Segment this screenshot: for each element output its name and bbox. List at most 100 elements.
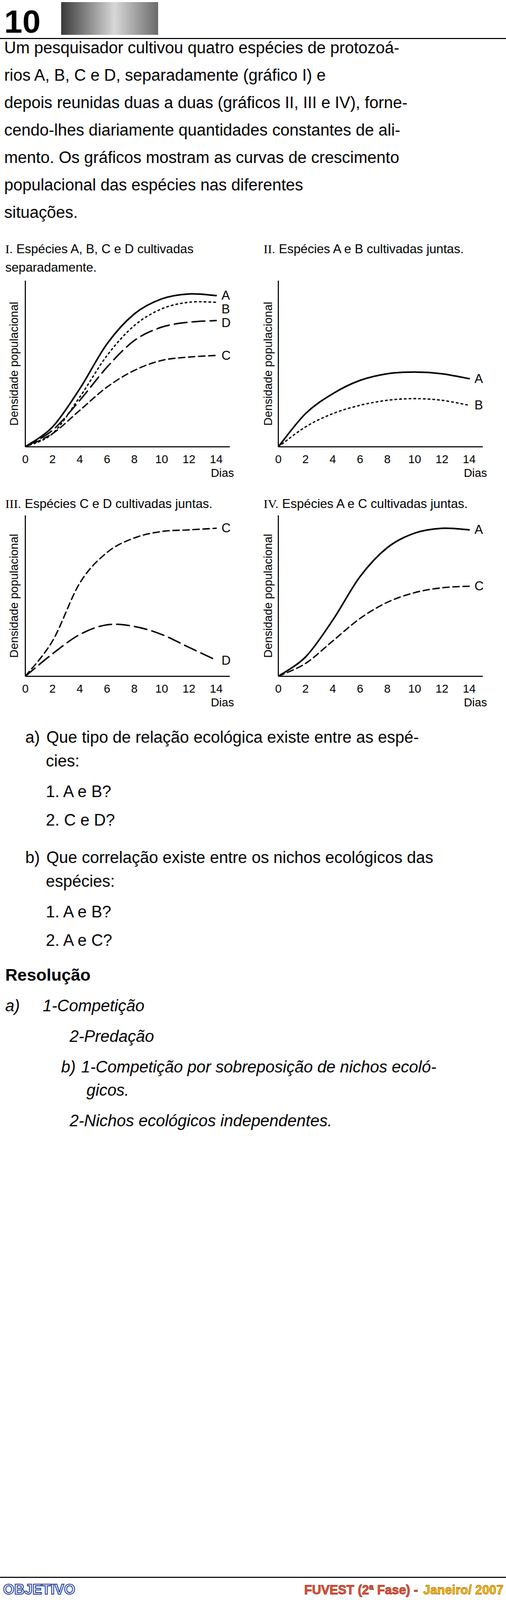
footer-brand: OBJETIVO — [3, 1580, 76, 1597]
chart-subtitle: Espécies A e B cultivadas juntas. — [278, 241, 464, 256]
x-tick-label: 4 — [329, 452, 336, 466]
chart-title: I. — [5, 241, 13, 256]
series-line — [278, 371, 470, 447]
y-axis-line — [24, 514, 26, 676]
x-tick-label: 10 — [154, 452, 168, 466]
x-axis-label: Dias — [463, 465, 488, 480]
series-label: A — [474, 521, 483, 537]
x-tick-label: 2 — [49, 452, 56, 466]
x-tick-label: 4 — [329, 681, 336, 695]
footer-exam: FUVEST (2ª Fase) - — [304, 1581, 418, 1596]
subtitle-line: Espécies A, B, C e D cultivadas — [16, 241, 194, 256]
x-tick-label: 14 — [209, 452, 223, 466]
header-bar — [61, 2, 159, 35]
resolution-text: 2-Predação — [69, 1026, 154, 1045]
series-line — [25, 301, 217, 447]
series-label: B — [474, 397, 483, 412]
chart-subtitle: Espécies A, B, C e D cultivadas separadam… — [5, 241, 194, 275]
question-text: depois reunidas duas a duas (gráficos II… — [4, 93, 408, 112]
x-tick-label: 6 — [356, 681, 364, 695]
question-text: cendo-lhes diariamente quantidades const… — [4, 120, 401, 140]
series-label: D — [221, 315, 231, 330]
x-axis-line — [278, 445, 483, 447]
subtitle-line: Espécies A e C cultivadas juntas. — [281, 495, 468, 511]
question-text: espécies: — [45, 871, 115, 890]
question-text: populacional das espécies nas diferentes — [4, 175, 304, 194]
chart-subtitle: Espécies A e C cultivadas juntas. — [281, 495, 468, 511]
x-axis-label: Dias — [463, 695, 488, 709]
x-tick-label: 2 — [302, 681, 309, 695]
series-label: B — [221, 301, 230, 316]
question-text: cies: — [45, 751, 80, 770]
x-tick-label: 12 — [182, 452, 196, 466]
question-item: 2. A e C? — [45, 930, 113, 949]
y-axis-label: Densidade populacional — [7, 533, 21, 658]
chart: II.Espécies A e B cultivadas juntas.0246… — [261, 241, 488, 480]
question-label: b) — [25, 847, 41, 866]
x-tick-label: 4 — [76, 452, 83, 466]
chart: I.Espécies A, B, C e D cultivadas separad… — [5, 241, 235, 480]
chart-subtitle: Espécies C e D cultivadas juntas. — [24, 495, 213, 511]
x-tick-label: 0 — [275, 452, 282, 466]
x-tick-label: 2 — [302, 452, 309, 466]
x-tick-label: 2 — [49, 681, 56, 695]
series-line — [278, 398, 470, 447]
chart: IV.Espécies A e C cultivadas juntas. 0 2 4 6… — [261, 495, 488, 709]
x-tick-label: 6 — [103, 452, 111, 466]
question-text: Que correlação existe entre os nichos ec… — [46, 847, 434, 866]
x-axis-label: Dias — [210, 465, 235, 480]
chart-title: II. — [263, 241, 276, 256]
chart: III.Espécies C e D cultivadas juntas. 0 2 4… — [5, 495, 235, 709]
question-text: mento. Os gráficos mostram as curvas de … — [4, 148, 400, 167]
question-label: a) — [25, 727, 41, 746]
x-tick-label: 8 — [384, 452, 391, 466]
series-label: D — [221, 652, 231, 667]
series-label: C — [221, 347, 231, 363]
x-tick-label: 8 — [131, 681, 138, 695]
y-axis-label: Densidade populacional — [261, 533, 275, 658]
x-tick-label: 0 — [22, 681, 29, 695]
series-line — [278, 585, 470, 676]
subtitle-line: Espécies C e D cultivadas juntas. — [24, 495, 213, 511]
x-tick-label: 10 — [407, 452, 421, 466]
x-tick-label: 14 — [209, 681, 223, 695]
chart-title: IV. — [263, 496, 279, 511]
x-tick-label: 14 — [462, 452, 476, 466]
question-item: 1. A e B? — [45, 781, 112, 801]
x-tick-label: 10 — [407, 681, 421, 695]
plot-area — [25, 293, 217, 447]
y-axis-line — [277, 280, 279, 447]
resolution-label: a) — [5, 995, 21, 1015]
plot-area — [278, 371, 470, 447]
y-axis-label: Densidade populacional — [7, 301, 21, 426]
y-axis-line — [277, 514, 279, 676]
x-tick-label: 14 — [462, 681, 476, 695]
resolution-text: 1-Competição por sobreposição de nichos … — [81, 1056, 437, 1076]
resolution-label: b) — [61, 1056, 76, 1076]
page: 10Um pesquisador cultivou quatro espécie… — [0, 0, 506, 1599]
chart-title: III. — [5, 496, 22, 511]
subtitle-line: separadamente. — [5, 259, 97, 275]
x-tick-label: 0 — [22, 452, 29, 466]
series-line — [25, 355, 217, 447]
x-tick-label: 0 — [275, 681, 282, 695]
resolution-text: 1-Competição — [42, 995, 145, 1015]
question-text: rios A, B, C e D, separadamente (gráfico… — [4, 65, 326, 85]
resolution-text: gicos. — [86, 1079, 130, 1099]
resolution-title: Resolução — [5, 964, 91, 984]
question-item: 1. A e B? — [45, 901, 112, 921]
y-axis-line — [24, 280, 26, 447]
question-item: 2. C e D? — [45, 810, 115, 829]
y-axis-label: Densidade populacional — [261, 301, 275, 426]
x-tick-label: 12 — [435, 452, 449, 466]
x-tick-label: 4 — [76, 681, 83, 695]
x-axis-line — [25, 445, 230, 447]
footer-rule — [0, 1575, 506, 1577]
x-tick-label: 10 — [154, 681, 168, 695]
question-text: Um pesquisador cultivou quatro espécies … — [4, 38, 400, 57]
series-line — [278, 527, 470, 676]
series-label: A — [474, 371, 483, 386]
series-line — [25, 320, 217, 447]
x-tick-label: 6 — [103, 681, 111, 695]
question-number: 10 — [4, 3, 41, 40]
